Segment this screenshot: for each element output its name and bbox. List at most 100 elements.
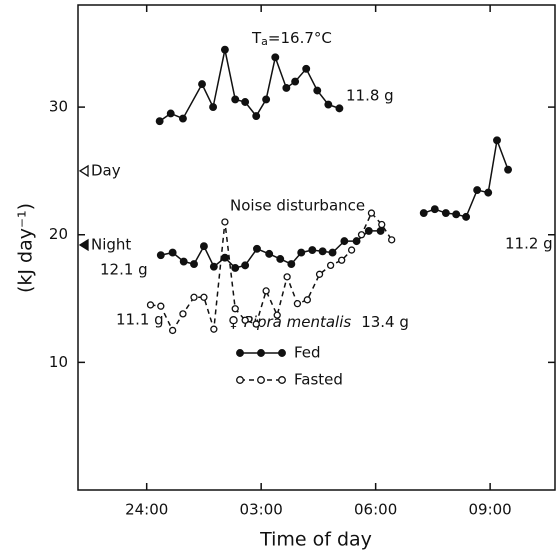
data-point bbox=[168, 248, 177, 257]
data-point bbox=[262, 287, 270, 295]
legend-marker bbox=[236, 349, 244, 357]
data-point bbox=[328, 248, 337, 257]
ta-symbol: T bbox=[251, 29, 262, 47]
x-tick-label: 03:00 bbox=[240, 501, 283, 519]
data-point bbox=[335, 104, 344, 113]
data-point bbox=[326, 261, 335, 270]
data-point bbox=[484, 188, 493, 197]
data-point bbox=[273, 311, 281, 319]
x-axis-title: Time of day bbox=[259, 529, 372, 551]
data-point bbox=[190, 293, 198, 301]
y-tick-label: 30 bbox=[49, 98, 68, 116]
data-point bbox=[179, 257, 188, 266]
data-point bbox=[297, 248, 306, 257]
x-tick-label: 06:00 bbox=[354, 501, 397, 519]
data-point bbox=[493, 136, 501, 145]
data-point bbox=[200, 293, 208, 301]
data-point bbox=[156, 251, 165, 260]
data-point bbox=[430, 205, 439, 214]
data-point bbox=[276, 255, 285, 263]
legend-label: Fed bbox=[294, 344, 321, 362]
marker-label: Day bbox=[91, 161, 121, 179]
data-point bbox=[190, 260, 198, 269]
data-point bbox=[291, 77, 300, 86]
annotation: Noise disturbance bbox=[230, 197, 365, 215]
y-axis-title: (kJ day⁻¹) bbox=[15, 203, 37, 293]
data-point bbox=[265, 249, 274, 258]
data-point bbox=[419, 209, 428, 217]
data-point bbox=[220, 253, 229, 262]
data-point bbox=[378, 220, 386, 229]
data-point bbox=[178, 114, 187, 123]
data-point bbox=[220, 45, 229, 54]
data-point bbox=[198, 80, 206, 89]
data-point bbox=[283, 273, 291, 281]
data-point bbox=[210, 325, 218, 333]
data-point bbox=[293, 300, 302, 308]
series-line bbox=[159, 49, 509, 269]
data-point bbox=[504, 165, 513, 174]
data-point bbox=[252, 320, 260, 328]
legend-marker bbox=[278, 349, 286, 357]
data-point bbox=[452, 210, 461, 219]
legend-label: Fasted bbox=[294, 371, 343, 389]
legend-marker bbox=[278, 376, 286, 384]
data-point bbox=[388, 236, 396, 244]
data-point bbox=[168, 326, 177, 335]
data-point bbox=[324, 100, 333, 109]
data-point bbox=[179, 310, 187, 318]
data-point bbox=[357, 231, 366, 239]
axis-marker bbox=[78, 238, 89, 252]
axis-marker bbox=[78, 164, 89, 178]
data-point bbox=[340, 237, 349, 246]
data-point bbox=[231, 95, 240, 104]
data-point bbox=[338, 256, 346, 264]
data-point bbox=[313, 86, 322, 95]
data-point bbox=[146, 301, 155, 309]
data-point bbox=[347, 246, 356, 254]
marker-label: Night bbox=[91, 235, 131, 253]
x-tick-label: 09:00 bbox=[469, 501, 512, 519]
data-point bbox=[302, 64, 311, 73]
data-point bbox=[155, 117, 164, 126]
data-point bbox=[221, 218, 229, 226]
annotation: 11.2 g bbox=[505, 235, 553, 253]
data-point bbox=[367, 209, 376, 217]
data-point bbox=[241, 316, 249, 324]
x-tick-label: 24:00 bbox=[125, 501, 168, 519]
ta-annotation: Ta=16.7°C bbox=[251, 29, 332, 49]
data-point bbox=[364, 226, 373, 235]
data-point bbox=[441, 209, 450, 217]
data-point bbox=[287, 260, 296, 269]
data-point bbox=[209, 103, 218, 112]
plot-frame bbox=[77, 4, 556, 491]
data-point bbox=[315, 270, 324, 278]
y-tick-label: 10 bbox=[49, 353, 68, 371]
data-point bbox=[473, 186, 482, 195]
legend-marker bbox=[257, 349, 265, 357]
data-point bbox=[282, 84, 291, 92]
data-point bbox=[376, 226, 385, 235]
legend-marker bbox=[236, 376, 244, 384]
data-point bbox=[241, 261, 250, 270]
data-point bbox=[253, 244, 261, 253]
data-point bbox=[262, 95, 271, 104]
legend-marker bbox=[257, 376, 265, 384]
data-point bbox=[199, 242, 208, 251]
data-point bbox=[271, 53, 280, 62]
data-point bbox=[241, 98, 250, 106]
data-point bbox=[462, 212, 471, 221]
annotation: 11.1 g bbox=[116, 311, 164, 329]
data-point bbox=[303, 296, 311, 304]
data-point bbox=[231, 263, 240, 272]
data-point bbox=[252, 112, 261, 120]
data-point bbox=[166, 109, 175, 118]
ta-value: =16.7°C bbox=[268, 29, 332, 47]
annotation: 12.1 g bbox=[100, 261, 148, 279]
data-point bbox=[231, 305, 239, 313]
data-point bbox=[209, 262, 218, 271]
mass-label: 13.4 g bbox=[361, 313, 409, 331]
annotation: 11.8 g bbox=[346, 87, 394, 105]
ta-subscript: a bbox=[261, 35, 268, 48]
